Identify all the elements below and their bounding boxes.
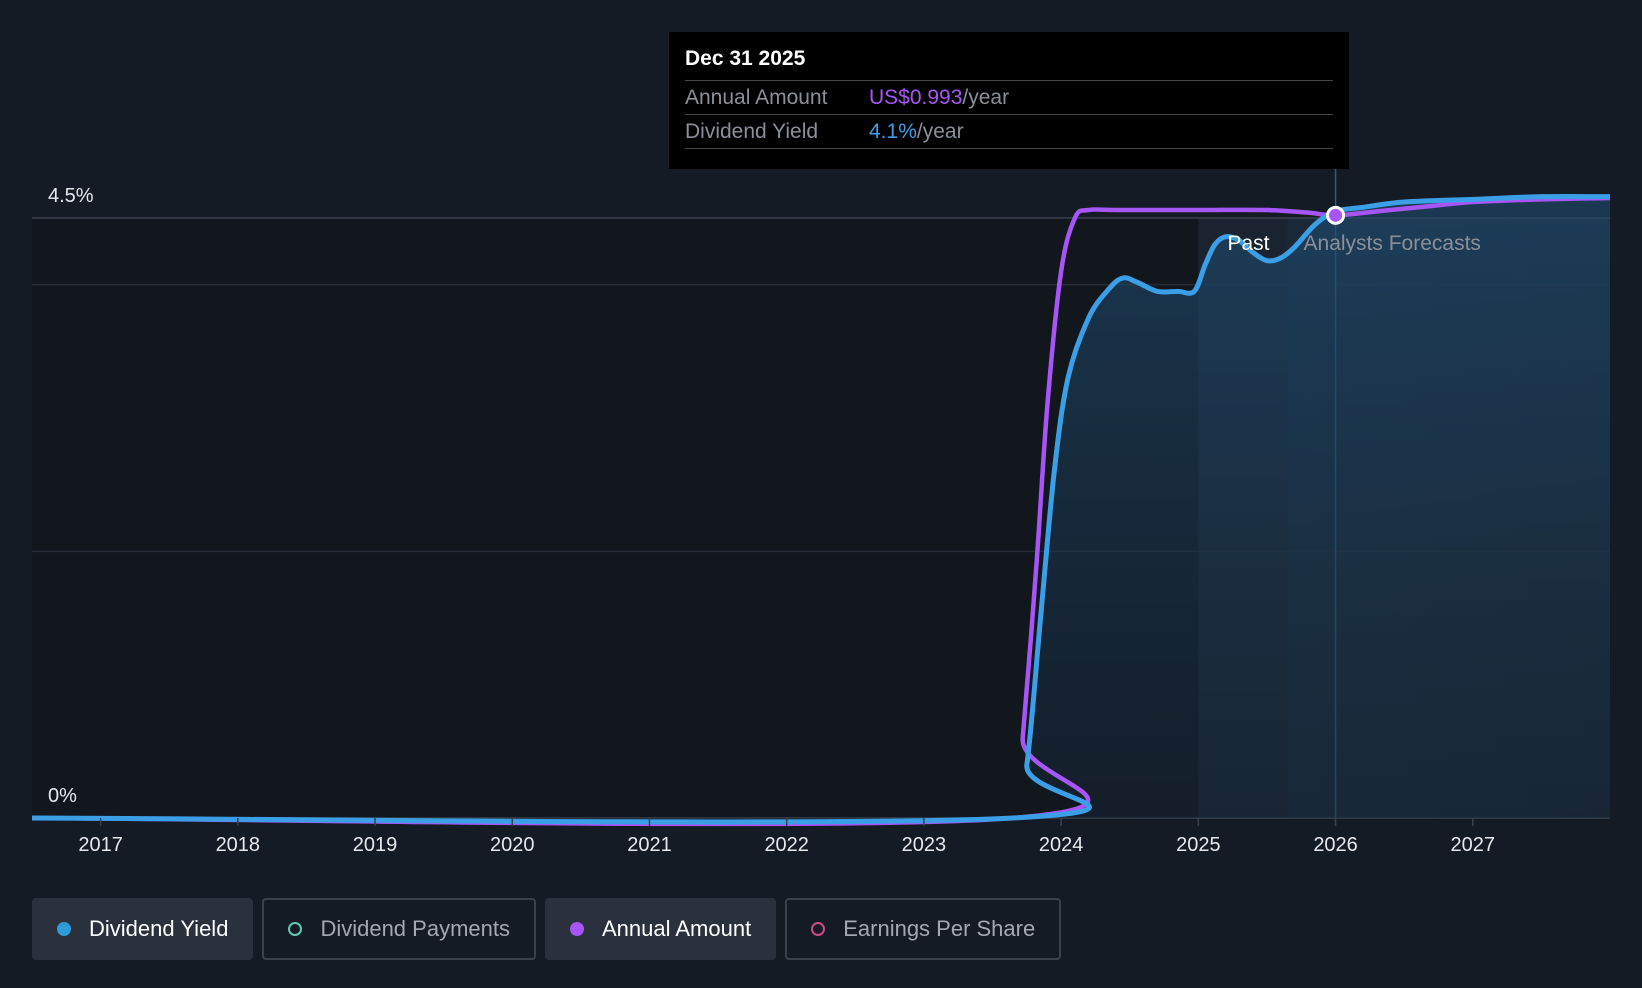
legend-earnings-per-share[interactable]: Earnings Per Share: [785, 898, 1062, 960]
x-tick-label: 2017: [78, 834, 123, 856]
y-axis-max-label: 4.5%: [48, 185, 94, 207]
hollow-dot-icon: [811, 922, 826, 936]
x-tick-label: 2018: [216, 834, 261, 856]
forecast-label: Analysts Forecasts: [1304, 232, 1481, 255]
x-tick-label: 2019: [353, 834, 398, 856]
dividend-yield-area: [32, 196, 1610, 822]
x-tick-label: 2021: [627, 834, 672, 856]
past-label: Past: [1228, 232, 1270, 255]
tooltip-value: US$0.993: [869, 86, 963, 109]
x-tick-label: 2023: [902, 834, 947, 856]
tooltip-unit: /year: [962, 86, 1010, 109]
tooltip-row-dividend-yield: Dividend Yield 4.1% /year: [685, 114, 1333, 149]
x-tick-label: 2022: [764, 834, 809, 856]
x-tick-label: 2025: [1176, 834, 1221, 856]
x-tick-label: 2020: [490, 834, 535, 856]
legend-label: Dividend Payments: [320, 916, 510, 941]
legend-label: Dividend Yield: [89, 916, 229, 941]
hover-marker: [1326, 205, 1346, 225]
tooltip-row-annual-amount: Annual Amount US$0.993 /year: [685, 80, 1333, 114]
legend-label: Earnings Per Share: [843, 916, 1036, 941]
filled-dot-icon: [569, 922, 584, 936]
hover-tooltip: Dec 31 2025 Annual Amount US$0.993 /year…: [669, 32, 1349, 169]
legend-dividend-yield[interactable]: Dividend Yield: [32, 898, 254, 960]
tooltip-label: Annual Amount: [685, 86, 828, 109]
tooltip-unit: /year: [916, 120, 964, 143]
tooltip-value: 4.1%: [869, 120, 917, 143]
tooltip-label: Dividend Yield: [685, 120, 819, 143]
x-tick-label: 2024: [1039, 834, 1084, 856]
legend-annual-amount[interactable]: Annual Amount: [544, 898, 777, 960]
chart-legend: Dividend Yield Dividend Payments Annual …: [32, 898, 1062, 960]
legend-dividend-payments[interactable]: Dividend Payments: [262, 898, 536, 960]
tooltip-date: Dec 31 2025: [685, 47, 806, 70]
legend-label: Annual Amount: [601, 916, 752, 941]
hollow-dot-icon: [288, 922, 303, 936]
filled-dot-icon: [57, 922, 71, 936]
x-tick-label: 2027: [1451, 834, 1496, 856]
y-axis-min-label: 0%: [48, 785, 77, 807]
x-tick-label: 2026: [1313, 834, 1358, 856]
